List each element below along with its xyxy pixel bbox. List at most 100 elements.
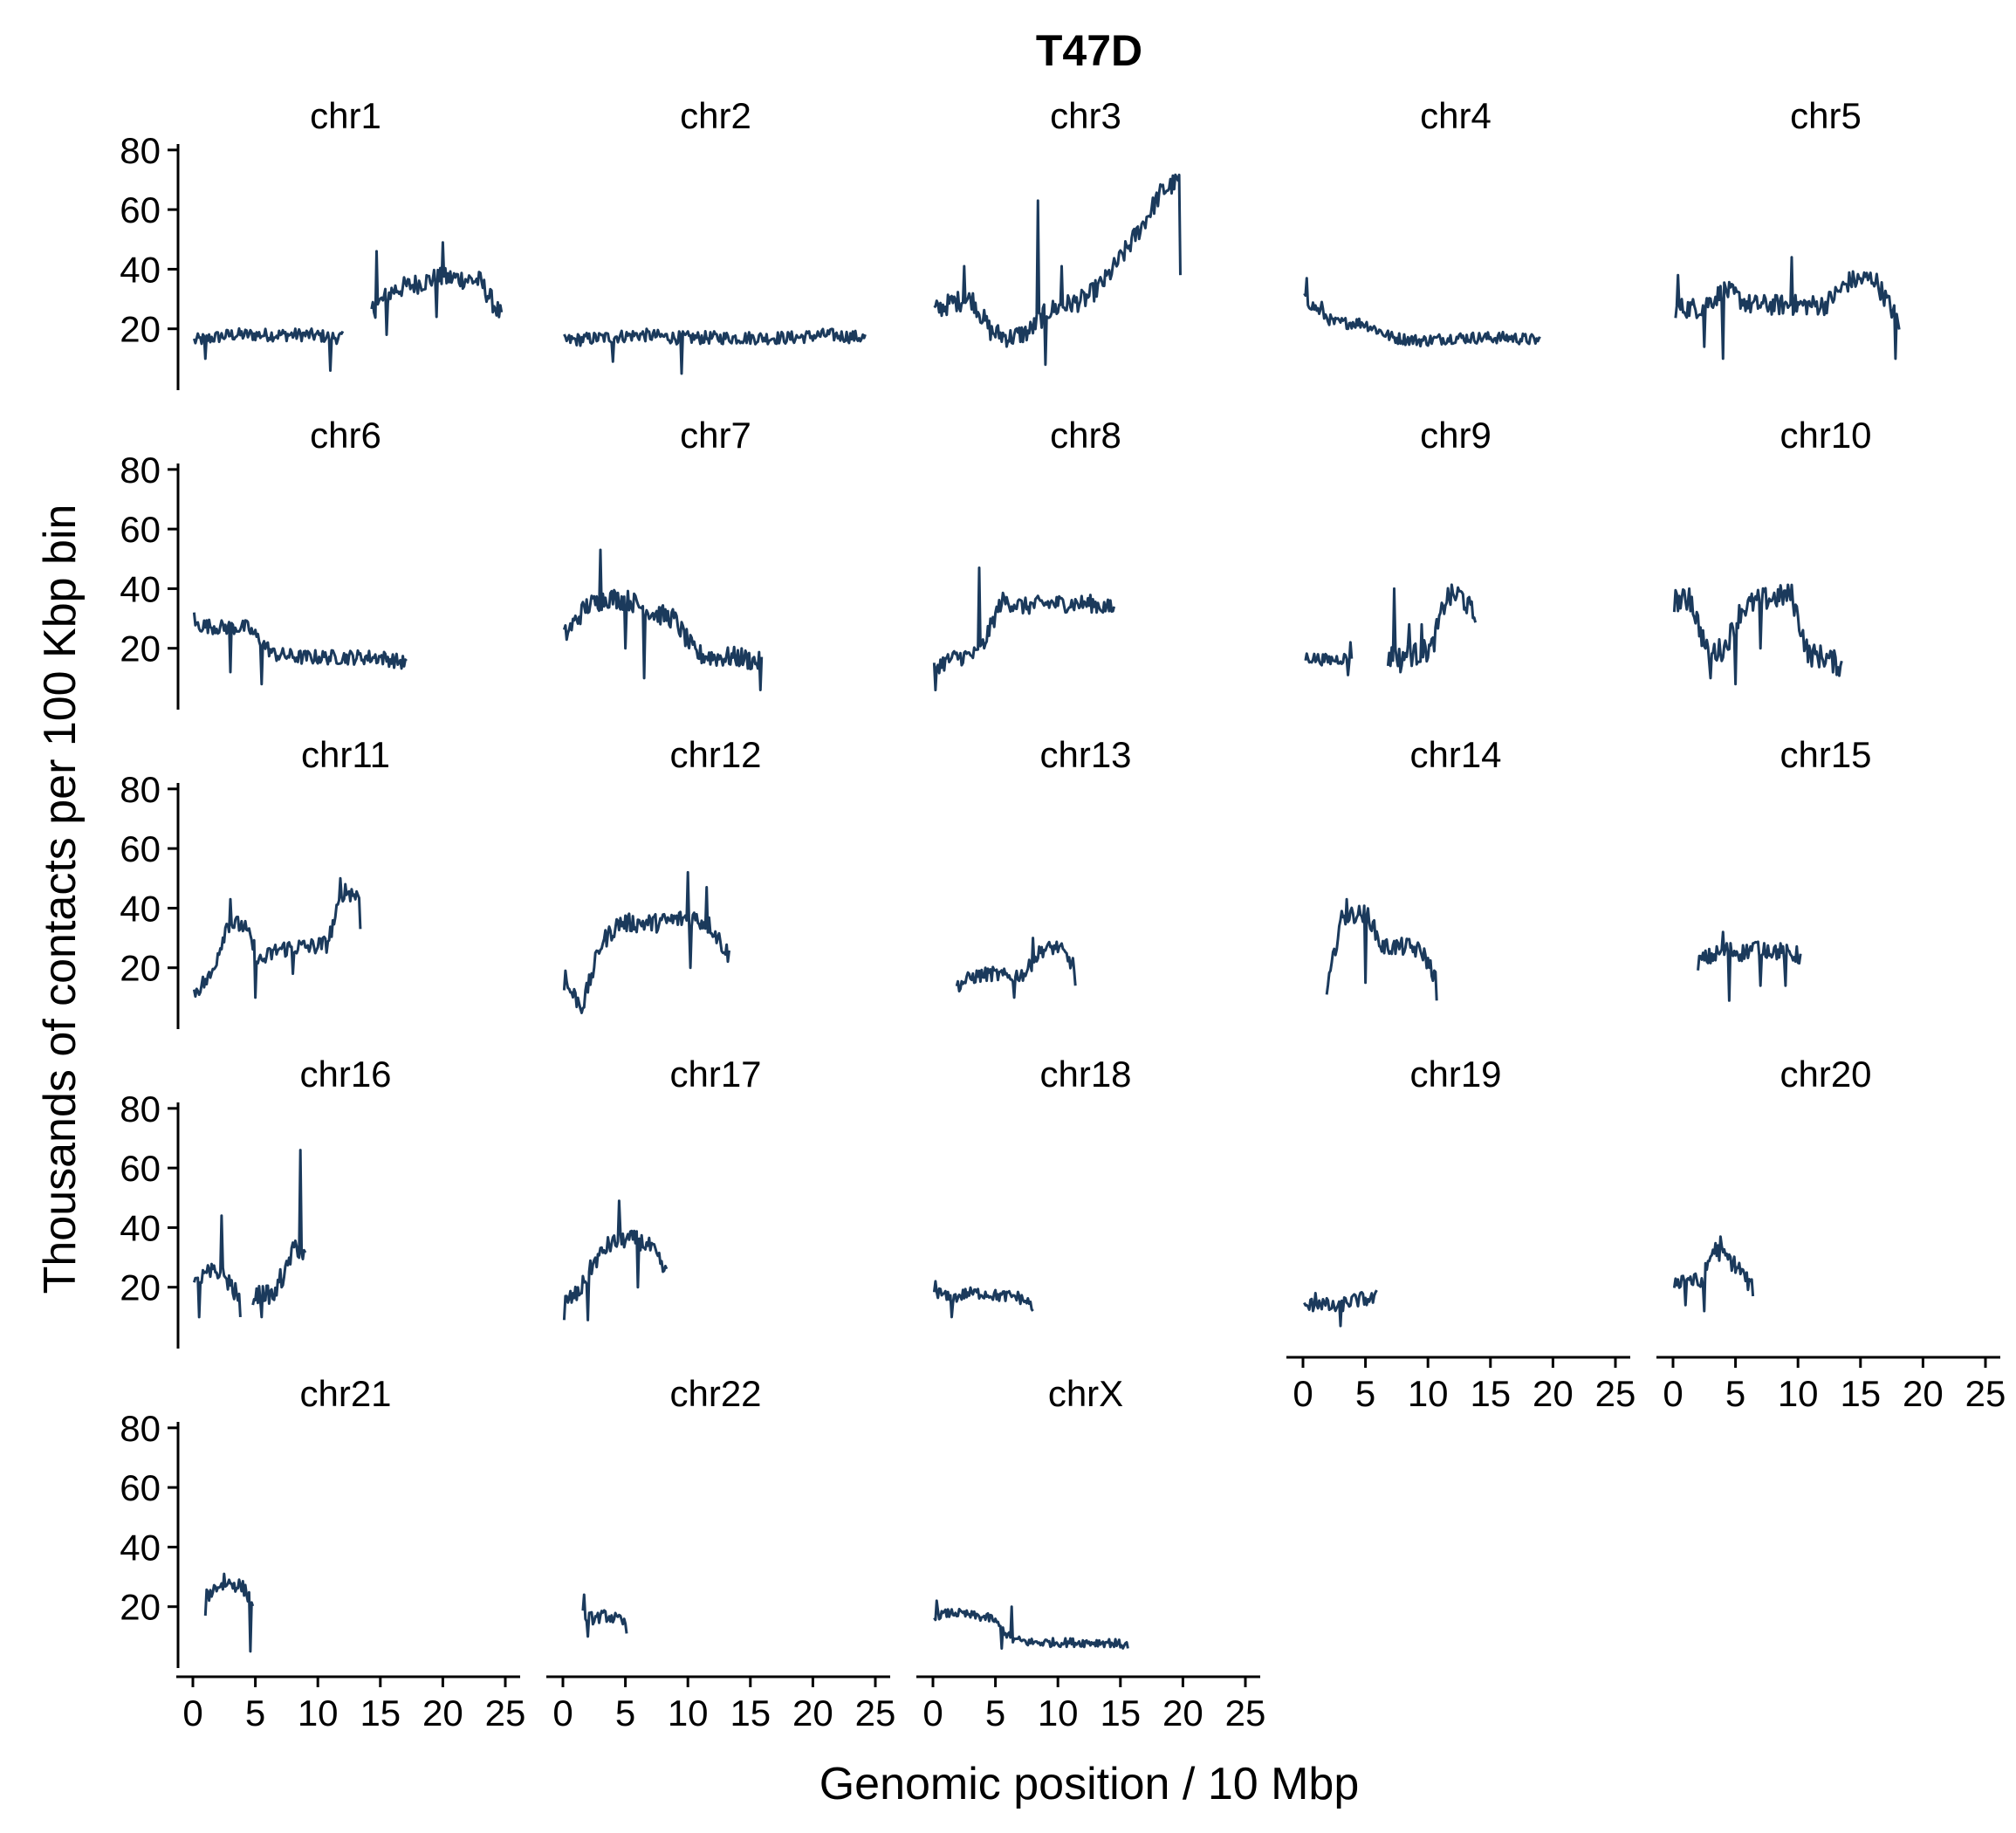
- series-line-chr7: [562, 548, 764, 691]
- strip-label: chr19: [1409, 1054, 1501, 1095]
- series-line-chr10: [1672, 583, 1843, 686]
- x-tick-label: 25: [1225, 1692, 1266, 1733]
- x-tick-label: 15: [360, 1692, 401, 1733]
- x-tick-label: 10: [1038, 1692, 1079, 1733]
- x-tick-label: 15: [1840, 1373, 1881, 1414]
- y-tick-label: 60: [120, 509, 161, 550]
- panel-chrX: chrX 0 5 10 15 20 25: [916, 1373, 1265, 1733]
- strip-label: chr15: [1779, 734, 1871, 775]
- y-tick-label: 60: [120, 828, 161, 869]
- x-tick-label: 15: [730, 1692, 771, 1733]
- series-line-chr22: [581, 1593, 628, 1638]
- strip-label: chr11: [301, 734, 390, 775]
- series-line-chr1: [370, 241, 504, 336]
- y-tick-label: 60: [120, 1467, 161, 1508]
- panel-chr8: chr8: [932, 415, 1121, 691]
- strip-label: chr4: [1420, 95, 1491, 136]
- panel-chr22: chr22 0 5 10 15 20 25: [546, 1373, 895, 1733]
- series-line-chr1: [192, 326, 345, 372]
- series-line-chr9: [1386, 583, 1478, 674]
- y-axis-label: Thousands of contacts per 100 Kbp bin: [35, 505, 86, 1294]
- strip-label: chr1: [310, 95, 381, 136]
- y-tick-label: 40: [120, 249, 161, 290]
- strip-label: chr13: [1039, 734, 1131, 775]
- series-line-chr20: [1672, 1235, 1755, 1313]
- strip-label: chr3: [1050, 95, 1121, 136]
- series-line-chr2: [563, 327, 867, 375]
- panel-chr13: chr13: [955, 734, 1132, 999]
- strip-label: chr20: [1779, 1054, 1871, 1095]
- y-tick-label: 80: [120, 450, 161, 491]
- panel-chr6: chr6 20 40 60 80: [120, 415, 408, 710]
- strip-label: chr2: [680, 95, 751, 136]
- x-tick-label: 5: [245, 1692, 265, 1733]
- x-tick-label: 20: [1903, 1373, 1944, 1414]
- y-tick-label: 20: [120, 628, 161, 669]
- x-tick-label: 0: [1663, 1373, 1683, 1414]
- y-tick-label: 20: [120, 309, 161, 350]
- strip-label: chr12: [669, 734, 761, 775]
- strip-label: chr14: [1409, 734, 1501, 775]
- panel-chr17: chr17: [562, 1054, 762, 1322]
- panel-chr14: chr14: [1325, 734, 1502, 1001]
- series-line-chr8: [932, 566, 1116, 691]
- y-tick-label: 80: [120, 1408, 161, 1449]
- series-line-chr16: [192, 1214, 242, 1319]
- x-tick-label: 20: [422, 1692, 463, 1733]
- series-line-chr14: [1325, 897, 1438, 1001]
- x-tick-label: 10: [668, 1692, 709, 1733]
- panel-chr19: chr19 0 5 10 15 20 25: [1286, 1054, 1635, 1414]
- x-tick-label: 10: [1778, 1373, 1819, 1414]
- x-tick-label: 15: [1100, 1692, 1141, 1733]
- strip-label: chr21: [299, 1373, 391, 1414]
- y-tick-label: 80: [120, 130, 161, 171]
- x-tick-label: 20: [1533, 1373, 1574, 1414]
- y-tick-label: 20: [120, 1587, 161, 1628]
- panel-chr7: chr7: [562, 415, 764, 691]
- series-line-chr17: [562, 1199, 669, 1322]
- panel-chr16: chr16 20 40 60 80: [120, 1054, 392, 1349]
- y-tick-label: 40: [120, 568, 161, 609]
- x-tick-label: 10: [298, 1692, 339, 1733]
- y-tick-label: 60: [120, 189, 161, 230]
- x-tick-label: 25: [485, 1692, 526, 1733]
- panel-chr10: chr10: [1672, 415, 1872, 686]
- strip-label: chrX: [1048, 1373, 1123, 1414]
- series-line-chr18: [932, 1280, 1034, 1319]
- x-tick-label: 10: [1408, 1373, 1449, 1414]
- series-line-chr4: [1303, 277, 1541, 348]
- strip-label: chr16: [299, 1054, 391, 1095]
- series-line-chr21: [203, 1572, 255, 1653]
- series-line-chr9: [1304, 641, 1354, 676]
- x-tick-label: 25: [855, 1692, 896, 1733]
- strip-label: chr18: [1039, 1054, 1131, 1095]
- x-tick-label: 20: [1162, 1692, 1203, 1733]
- x-tick-label: 0: [922, 1692, 943, 1733]
- series-line-chr16: [251, 1149, 307, 1319]
- x-tick-label: 15: [1470, 1373, 1511, 1414]
- series-line-chr15: [1697, 930, 1802, 1002]
- panel-chr3: chr3: [933, 95, 1182, 367]
- x-tick-label: 0: [182, 1692, 202, 1733]
- series-line-chr3: [933, 173, 1182, 367]
- series-line-chr13: [955, 937, 1077, 999]
- y-tick-label: 20: [120, 948, 161, 989]
- series-line-chr11: [192, 876, 362, 999]
- x-axis-label: Genomic position / 10 Mbp: [819, 1759, 1360, 1809]
- chart-title: T47D: [1036, 26, 1142, 75]
- y-tick-label: 80: [120, 769, 161, 810]
- series-line-chr6: [192, 612, 408, 686]
- y-tick-label: 40: [120, 1527, 161, 1568]
- panel-chr1: chr1 20 40 60 80: [120, 95, 504, 390]
- x-tick-label: 25: [1965, 1373, 2006, 1414]
- strip-label: chr8: [1050, 415, 1121, 456]
- panel-chr4: chr4: [1303, 95, 1541, 348]
- x-tick-label: 25: [1595, 1373, 1636, 1414]
- y-tick-label: 20: [120, 1267, 161, 1308]
- x-tick-label: 5: [615, 1692, 635, 1733]
- panel-chr5: chr5: [1674, 95, 1901, 360]
- strip-label: chr17: [669, 1054, 761, 1095]
- strip-label: chr22: [669, 1373, 761, 1414]
